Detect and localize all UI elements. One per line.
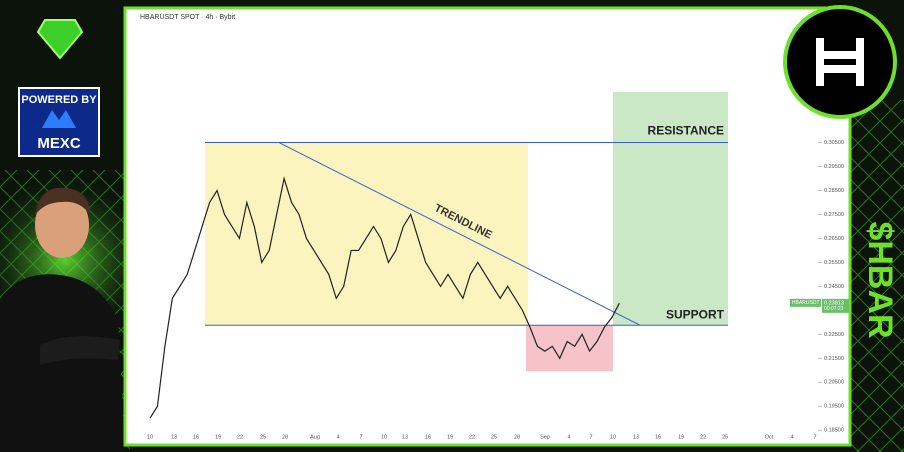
x-tick-label: 13 xyxy=(171,434,177,440)
x-tick-label: 19 xyxy=(215,434,221,440)
mexc-icon xyxy=(42,110,76,128)
range-zone xyxy=(205,142,528,326)
person-arms xyxy=(40,336,120,365)
ticker: $HBAR xyxy=(861,221,899,338)
x-tick-label: 28 xyxy=(282,434,288,440)
mesh-right xyxy=(850,100,904,452)
x-tick-label: 7 xyxy=(589,434,592,440)
person-body xyxy=(0,274,125,452)
y-tick-label: 0.26500 xyxy=(824,236,844,242)
x-tick-label: Aug xyxy=(310,434,320,440)
y-tick-label: 0.24500 xyxy=(824,284,844,290)
chart-title: HBARUSDT SPOT · 4h · Bybit xyxy=(140,14,235,21)
x-tick-label: 19 xyxy=(447,434,453,440)
x-tick-label: 16 xyxy=(425,434,431,440)
x-tick-label: 4 xyxy=(790,434,793,440)
y-tick-label: 0.27500 xyxy=(824,212,844,218)
price-tag-timer: 00:07:23 xyxy=(824,306,844,312)
x-tick-label: 16 xyxy=(193,434,199,440)
x-tick-label: 10 xyxy=(610,434,616,440)
price-tag-bg xyxy=(822,298,849,313)
y-tick-label: 0.20500 xyxy=(824,380,844,386)
x-tick-label: 4 xyxy=(567,434,570,440)
x-tick-label: 28 xyxy=(514,434,520,440)
y-tick-label: 0.21500 xyxy=(824,356,844,362)
y-tick-label: 0.25500 xyxy=(824,260,844,266)
price-tag-label: 0.23813 xyxy=(824,300,844,306)
x-tick-label: 22 xyxy=(469,434,475,440)
x-tick-label: 19 xyxy=(678,434,684,440)
x-tick-label: 22 xyxy=(237,434,243,440)
x-tick-label: 4 xyxy=(336,434,339,440)
x-tick-label: 7 xyxy=(813,434,816,440)
x-tick-label: Oct xyxy=(765,434,774,440)
y-tick-label: 0.19500 xyxy=(824,404,844,410)
x-tick-label: 25 xyxy=(260,434,266,440)
resistance-label: RESISTANCE xyxy=(648,124,724,138)
y-tick-label: 0.28500 xyxy=(824,188,844,194)
y-tick-label: 0.29500 xyxy=(824,164,844,170)
y-tick-label: 0.18500 xyxy=(824,428,844,434)
x-tick-label: 22 xyxy=(700,434,706,440)
x-tick-label: Sep xyxy=(540,434,550,440)
price-tag-symbol: HBARUSDT xyxy=(792,300,820,306)
x-tick-label: 25 xyxy=(722,434,728,440)
hbar-logo xyxy=(783,5,897,119)
x-tick-label: 7 xyxy=(359,434,362,440)
x-tick-label: 10 xyxy=(147,434,153,440)
support-label: SUPPORT xyxy=(666,307,725,321)
price-tag-symbol-bg xyxy=(790,298,821,307)
price-line xyxy=(149,176,620,419)
x-tick-label: 25 xyxy=(491,434,497,440)
gem-logo xyxy=(36,19,84,60)
y-tick-label: 0.30500 xyxy=(824,140,844,146)
x-tick-label: 16 xyxy=(655,434,661,440)
x-tick-label: 13 xyxy=(402,434,408,440)
trendline xyxy=(278,142,641,326)
y-tick-label: 0.22500 xyxy=(824,332,844,338)
person-head xyxy=(35,192,89,258)
powered-by: POWERED BY xyxy=(21,94,97,106)
mexc-text: MEXC xyxy=(37,135,81,152)
target-zone xyxy=(613,92,728,326)
mexc-box xyxy=(18,87,100,157)
hbar-mark xyxy=(816,38,864,86)
x-tick-label: 10 xyxy=(381,434,387,440)
x-tick-label: 13 xyxy=(633,434,639,440)
person-hair xyxy=(35,187,90,215)
buy-zone xyxy=(526,325,613,372)
